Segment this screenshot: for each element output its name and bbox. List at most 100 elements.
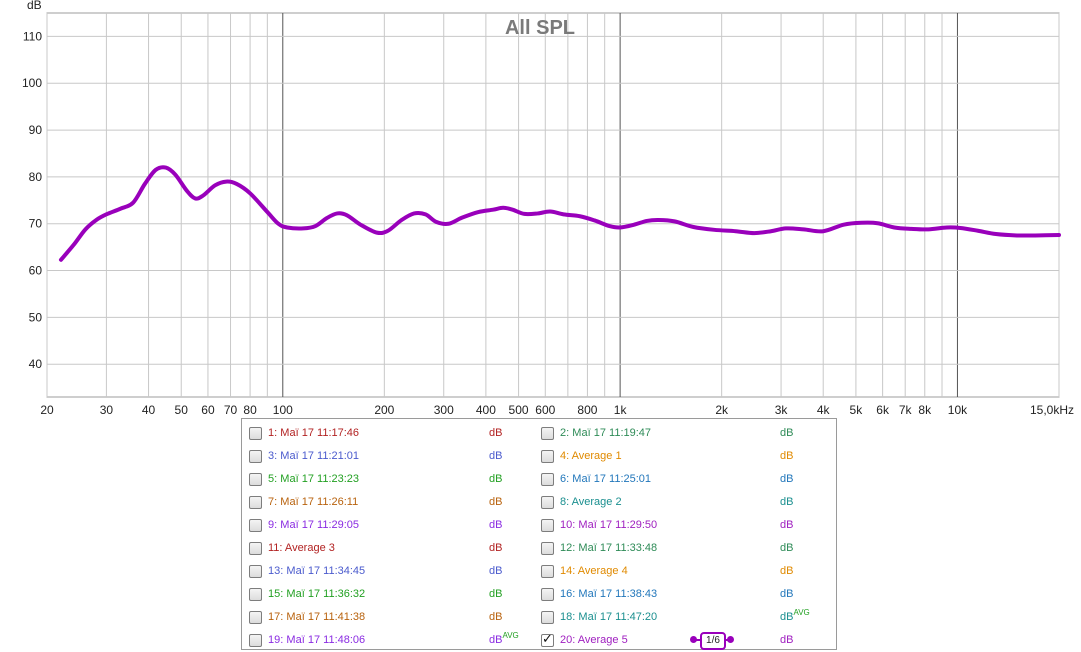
y-tick-label: 90 (29, 123, 43, 137)
measurement-checkbox[interactable] (249, 473, 262, 486)
measurement-unit: dB (780, 565, 794, 577)
y-axis-label: dB (27, 0, 42, 12)
measurement-checkbox[interactable] (541, 611, 554, 624)
legend-item: 10: Маї 17 11:29:50 dB (534, 516, 830, 536)
legend-item: 16: Маї 17 11:38:43 dB (534, 585, 830, 605)
measurement-label: 3: Маї 17 11:21:01 (268, 450, 360, 462)
measurement-label: 2: Маї 17 11:19:47 (560, 427, 652, 439)
x-tick-label: 100 (273, 403, 293, 417)
x-tick-label: 2k (715, 403, 729, 417)
measurement-label: 20: Average 5 (560, 634, 628, 646)
measurement-checkbox[interactable] (249, 519, 262, 532)
x-tick-label: 10k (948, 403, 968, 417)
measurement-checkbox[interactable] (249, 634, 262, 647)
measurement-checkbox[interactable] (249, 611, 262, 624)
legend-item: 1: Маї 17 11:17:46 dB (242, 424, 538, 444)
x-tick-label: 300 (434, 403, 454, 417)
smoothing-dot-left (690, 636, 697, 643)
x-tick-label: 6k (876, 403, 890, 417)
measurement-unit: dBAVG (489, 631, 519, 646)
measurement-label: 9: Маї 17 11:29:05 (268, 519, 360, 531)
measurement-label: 16: Маї 17 11:38:43 (560, 588, 658, 600)
measurement-label: 7: Маї 17 11:26:11 (268, 496, 359, 508)
x-tick-label: 40 (142, 403, 156, 417)
measurement-unit: dB (780, 496, 794, 508)
x-tick-label: 8k (918, 403, 932, 417)
measurement-label: 14: Average 4 (560, 565, 628, 577)
measurement-label: 4: Average 1 (560, 450, 622, 462)
measurement-checkbox[interactable] (541, 632, 554, 647)
grid (46, 13, 1060, 397)
measurement-unit: dB (489, 611, 503, 623)
measurement-checkbox[interactable] (249, 427, 262, 440)
measurement-unit: dB (489, 542, 503, 554)
measurement-label: 19: Маї 17 11:48:06 (268, 634, 366, 646)
y-tick-label: 110 (23, 29, 42, 43)
x-tick-label: 4k (817, 403, 831, 417)
smoothing-dot-right (727, 636, 734, 643)
x-tick-label: 600 (535, 403, 555, 417)
measurement-label: 5: Маї 17 11:23:23 (268, 473, 360, 485)
plot-area (46, 12, 1060, 398)
legend-item: 19: Маї 17 11:48:06 dBAVG (242, 631, 538, 651)
measurement-label: 8: Average 2 (560, 496, 622, 508)
measurement-checkbox[interactable] (541, 427, 554, 440)
measurement-checkbox[interactable] (249, 565, 262, 578)
x-tick-label: 3k (775, 403, 789, 417)
x-tick-label: 800 (577, 403, 597, 417)
measurement-unit: dB (489, 519, 503, 531)
measurement-unit: dBAVG (780, 608, 810, 623)
legend-item: 15: Маї 17 11:36:32 dB (242, 585, 538, 605)
legend-item: 7: Маї 17 11:26:11 dB (242, 493, 538, 513)
measurement-checkbox[interactable] (249, 450, 262, 463)
legend-item: 5: Маї 17 11:23:23 dB (242, 470, 538, 490)
x-tick-label: 20 (40, 403, 54, 417)
measurement-checkbox[interactable] (541, 542, 554, 555)
legend-item: 2: Маї 17 11:19:47 dB (534, 424, 830, 444)
measurement-checkbox[interactable] (541, 496, 554, 509)
measurement-checkbox[interactable] (541, 565, 554, 578)
legend-item: 18: Маї 17 11:47:20 dBAVG (534, 608, 830, 628)
smoothing-value: 1/6 (700, 632, 726, 650)
x-tick-label: 80 (243, 403, 257, 417)
measurement-label: 18: Маї 17 11:47:20 (560, 611, 658, 623)
measurement-unit: dB (780, 519, 794, 531)
measurement-checkbox[interactable] (249, 496, 262, 509)
measurement-checkbox[interactable] (541, 588, 554, 601)
legend-item: 3: Маї 17 11:21:01 dB (242, 447, 538, 467)
legend-item: 11: Average 3 dB (242, 539, 538, 559)
measurement-checkbox[interactable] (541, 519, 554, 532)
measurement-checkbox[interactable] (249, 588, 262, 601)
x-tick-label: 500 (509, 403, 529, 417)
x-tick-label: 70 (224, 403, 238, 417)
measurement-unit: dB (780, 427, 794, 439)
measurement-label: 17: Маї 17 11:41:38 (268, 611, 366, 623)
legend-item: 20: Average 5 dB 1/6 (534, 631, 830, 651)
y-tick-label: 80 (29, 170, 43, 184)
x-tick-label: 60 (201, 403, 215, 417)
measurement-checkbox[interactable] (541, 450, 554, 463)
measurement-unit: dB (489, 450, 503, 462)
x-tick-label: 7k (899, 403, 913, 417)
measurement-unit: dB (780, 542, 794, 554)
y-tick-label: 40 (29, 357, 43, 371)
measurement-label: 12: Маї 17 11:33:48 (560, 542, 658, 554)
smoothing-indicator[interactable]: 1/6 (690, 632, 734, 650)
x-tick-label: 30 (100, 403, 114, 417)
measurement-unit: dB (489, 427, 503, 439)
legend-item: 6: Маї 17 11:25:01 dB (534, 470, 830, 490)
measurement-unit: dB (780, 450, 794, 462)
legend-panel: 1: Маї 17 11:17:46 dB 2: Маї 17 11:19:47 dB… (241, 418, 837, 650)
measurement-unit: dB (780, 634, 794, 646)
measurement-label: 1: Маї 17 11:17:46 (268, 427, 360, 439)
y-tick-label: 70 (29, 217, 43, 231)
legend-item: 4: Average 1 dB (534, 447, 830, 467)
x-axis: 20 30 40 50 60 70 80 100 200 300 400 500 600 800 1k 2k 3… (40, 403, 1074, 417)
measurement-unit: dB (780, 473, 794, 485)
measurement-label: 11: Average 3 (268, 542, 335, 554)
measurement-checkbox[interactable] (249, 542, 262, 555)
measurement-checkbox[interactable] (541, 473, 554, 486)
series-line (58, 165, 1061, 262)
x-tick-label: 1k (614, 403, 628, 417)
measurement-unit: dB (489, 496, 503, 508)
